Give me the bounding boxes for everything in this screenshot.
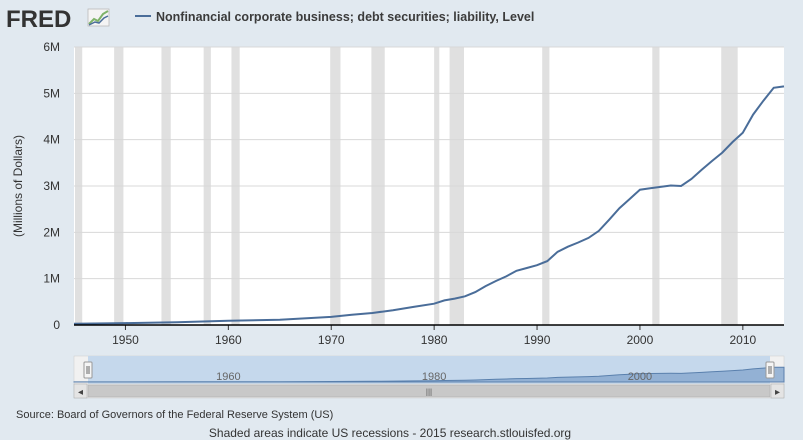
x-tick-label: 1970 — [318, 333, 345, 347]
y-tick-label: 6M — [43, 40, 60, 54]
scroll-right-button[interactable] — [770, 383, 785, 399]
y-tick-label: 5M — [43, 86, 60, 100]
navigator[interactable]: 1960 1980 2000 — [73, 355, 785, 385]
navigator-year-label: 2000 — [628, 371, 652, 383]
navigator-series-area — [73, 366, 785, 383]
gridlines — [74, 46, 784, 280]
source-text: Source: Board of Governors of the Federa… — [16, 409, 333, 421]
y-tick-label: 4M — [43, 133, 60, 147]
navigator-left-handle[interactable] — [83, 361, 93, 379]
scroll-left-button[interactable] — [73, 383, 88, 399]
y-tick-label: 2M — [43, 225, 60, 239]
fred-logo[interactable]: FRED — [6, 6, 110, 33]
series-line — [73, 85, 785, 325]
scroll-right-arrow-icon: ▸ — [775, 387, 780, 398]
scroll-left-arrow-icon: ◂ — [78, 387, 83, 398]
y-tick-label: 3M — [43, 179, 60, 193]
x-tick-label: 1950 — [112, 333, 139, 347]
fred-logo-text: FRED — [6, 6, 71, 33]
scrollbar[interactable]: ||| ◂ ▸ — [73, 383, 785, 399]
y-axis-ticks: 0 1M 2M 3M 4M 5M 6M — [43, 40, 60, 332]
x-tick-label: 1990 — [524, 333, 551, 347]
navigator-labels: 1960 1980 2000 — [216, 371, 652, 383]
x-tick-label: 1960 — [215, 333, 242, 347]
scrollbar-grip-icon: ||| — [426, 388, 432, 397]
navigator-year-label: 1980 — [422, 371, 446, 383]
legend-label: Nonfinancial corporate business; debt se… — [156, 10, 534, 24]
x-tick-label: 2000 — [627, 333, 654, 347]
y-tick-label: 1M — [43, 272, 60, 286]
x-tick-label: 1980 — [421, 333, 448, 347]
recession-note: Shaded areas indicate US recessions - 20… — [209, 426, 571, 440]
x-tick-label: 2010 — [729, 333, 756, 347]
y-axis-title: (Millions of Dollars) — [11, 135, 25, 237]
fred-logo-chart-icon — [87, 8, 110, 27]
scrollbar-thumb[interactable] — [87, 384, 771, 398]
navigator-right-handle[interactable] — [765, 361, 775, 379]
y-tick-label: 0 — [53, 318, 60, 332]
navigator-year-label: 1960 — [216, 371, 240, 383]
x-axis-ticks: 1950 1960 1970 1980 1990 2000 2010 — [112, 325, 757, 347]
